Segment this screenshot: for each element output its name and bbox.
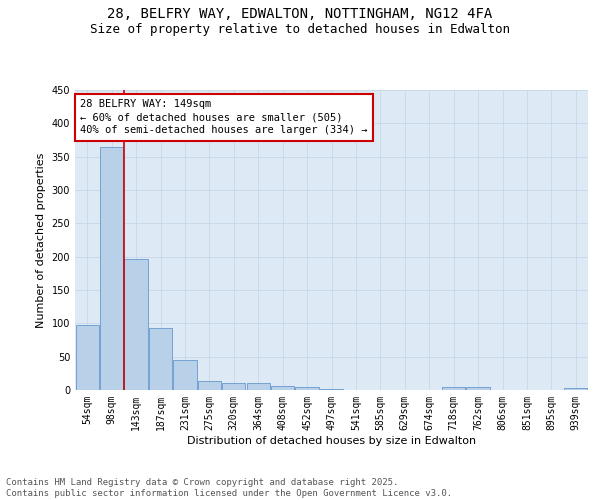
Bar: [198, 380, 221, 390]
Bar: [100, 146, 123, 390]
Bar: [247, 384, 270, 390]
Bar: [442, 386, 465, 390]
Text: 28, BELFRY WAY, EDWALTON, NOTTINGHAM, NG12 4FA: 28, BELFRY WAY, EDWALTON, NOTTINGHAM, NG…: [107, 8, 493, 22]
Bar: [173, 360, 197, 390]
Text: Contains HM Land Registry data © Crown copyright and database right 2025.
Contai: Contains HM Land Registry data © Crown c…: [6, 478, 452, 498]
Bar: [466, 388, 490, 390]
Bar: [149, 328, 172, 390]
Bar: [124, 260, 148, 390]
X-axis label: Distribution of detached houses by size in Edwalton: Distribution of detached houses by size …: [187, 436, 476, 446]
Bar: [271, 386, 294, 390]
Bar: [76, 324, 99, 390]
Bar: [222, 384, 245, 390]
Bar: [564, 388, 587, 390]
Text: 28 BELFRY WAY: 149sqm
← 60% of detached houses are smaller (505)
40% of semi-det: 28 BELFRY WAY: 149sqm ← 60% of detached …: [80, 99, 368, 136]
Y-axis label: Number of detached properties: Number of detached properties: [36, 152, 46, 328]
Bar: [295, 386, 319, 390]
Text: Size of property relative to detached houses in Edwalton: Size of property relative to detached ho…: [90, 22, 510, 36]
